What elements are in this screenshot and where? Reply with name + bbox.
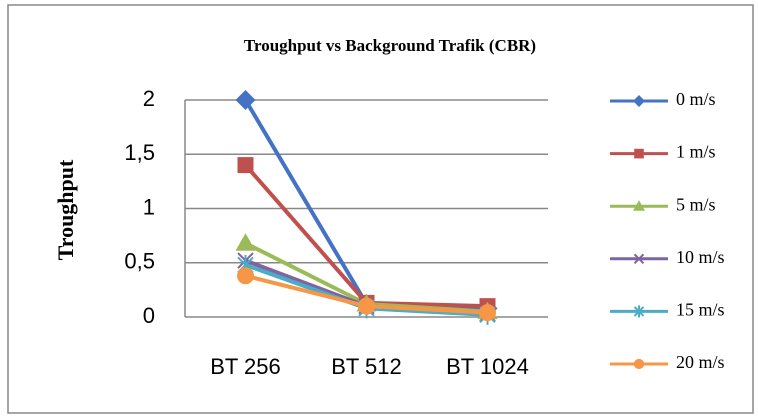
legend-label: 5 m/s	[676, 194, 716, 214]
y-tick-label: 2	[143, 86, 155, 111]
marker-part	[237, 157, 254, 174]
legend-label: 20 m/s	[676, 352, 725, 372]
marker-part	[633, 358, 645, 370]
marker-part	[634, 148, 644, 159]
marker	[235, 90, 256, 110]
marker	[633, 200, 645, 211]
marker-part	[633, 200, 645, 211]
marker	[237, 267, 254, 285]
marker-part	[633, 253, 645, 265]
marker-part	[633, 305, 645, 318]
marker-part	[235, 233, 256, 251]
marker	[633, 95, 645, 107]
x-tick-label: BT 1024	[446, 354, 529, 379]
marker	[479, 304, 496, 322]
marker	[235, 233, 256, 251]
y-tick-label: 0	[143, 303, 155, 328]
marker	[634, 148, 644, 159]
marker	[633, 305, 645, 318]
marker	[633, 253, 645, 265]
marker-part	[633, 95, 645, 107]
marker-part	[358, 297, 375, 315]
legend-label: 0 m/s	[676, 89, 716, 109]
legend-label: 10 m/s	[676, 247, 725, 267]
x-tick-label: BT 256	[210, 354, 281, 379]
marker	[358, 297, 375, 315]
marker-part	[235, 90, 256, 110]
y-tick-label: 0,5	[124, 249, 155, 274]
y-tick-label: 1,5	[124, 140, 155, 165]
marker-part	[237, 267, 254, 285]
legend-label: 1 m/s	[676, 142, 716, 162]
x-tick-label: BT 512	[331, 354, 402, 379]
chart-title: Troughput vs Background Trafik (CBR)	[244, 36, 536, 55]
legend-label: 15 m/s	[676, 300, 725, 320]
marker	[633, 358, 645, 370]
y-tick-label: 1	[143, 194, 155, 219]
marker-part	[479, 304, 496, 322]
y-axis-label: Troughput	[53, 159, 78, 260]
marker	[237, 157, 254, 174]
